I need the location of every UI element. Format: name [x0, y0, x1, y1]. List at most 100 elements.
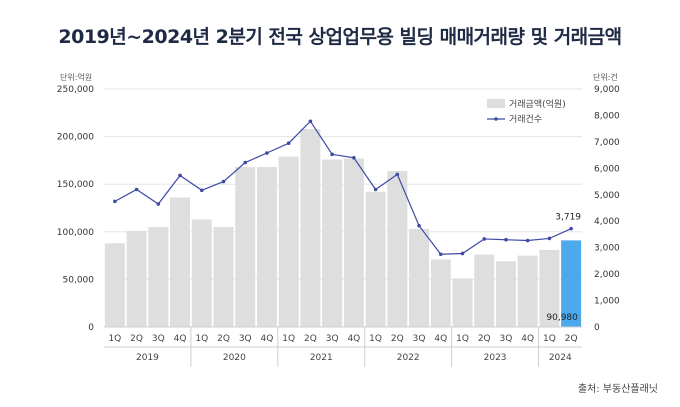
bar	[387, 170, 408, 327]
x-tick-label: 4Q	[347, 334, 360, 344]
line-point	[525, 238, 530, 243]
bar	[539, 249, 560, 327]
x-tick-label: 3Q	[326, 334, 339, 344]
line-point	[156, 202, 161, 206]
bar	[126, 230, 147, 327]
line-point	[134, 187, 139, 192]
right-tick-label: 7,000	[594, 138, 620, 148]
legend-line-marker	[494, 117, 498, 121]
right-tick-label: 6,000	[594, 164, 620, 174]
line-point	[286, 141, 291, 146]
x-tick-label: 3Q	[239, 334, 252, 344]
line-point	[569, 226, 573, 231]
bar	[213, 227, 234, 327]
bar	[430, 259, 451, 327]
line-point	[265, 151, 269, 155]
legend-line-label: 거래건수	[509, 114, 542, 125]
line-point	[221, 179, 226, 184]
bar	[517, 255, 538, 327]
legend-bar-swatch	[487, 99, 505, 108]
bar	[343, 158, 364, 327]
bar	[170, 197, 191, 327]
x-tick-label: 1Q	[195, 334, 208, 344]
left-tick-label: 200,000	[57, 133, 94, 143]
line-value-label: 3,719	[555, 213, 581, 223]
x-tick-label: 2Q	[217, 334, 230, 344]
line-point	[199, 188, 204, 193]
x-tick-label: 4Q	[261, 334, 274, 344]
x-tick-label: 4Q	[434, 334, 447, 344]
left-axis-unit: 단위:억원	[60, 73, 93, 82]
bar	[365, 191, 386, 327]
year-label: 2019	[136, 353, 159, 363]
right-tick-label: 2,000	[594, 270, 620, 280]
right-tick-label: 9,000	[594, 85, 620, 95]
bar	[300, 128, 321, 327]
x-tick-label: 1Q	[456, 334, 469, 344]
right-tick-label: 0	[594, 323, 600, 333]
line-point	[178, 173, 182, 178]
line-point	[330, 152, 334, 157]
x-tick-label: 3Q	[500, 334, 513, 344]
x-tick-label: 4Q	[174, 334, 187, 344]
bar	[452, 278, 473, 327]
left-tick-label: 0	[88, 323, 94, 333]
bar	[191, 219, 212, 327]
bar	[409, 228, 430, 327]
x-tick-label: 2Q	[130, 334, 143, 344]
right-tick-label: 1,000	[594, 297, 620, 307]
line-point	[460, 251, 465, 256]
bar	[474, 254, 495, 327]
line-point	[308, 119, 313, 124]
line-point	[352, 155, 356, 160]
chart-title: 2019년~2024년 2분기 전국 상업업무용 빌딩 매매거래량 및 거래금액	[58, 26, 622, 48]
x-tick-label: 1Q	[543, 334, 556, 344]
line-point	[482, 237, 487, 241]
x-tick-label: 2Q	[478, 334, 491, 344]
x-tick-label: 1Q	[282, 334, 295, 344]
x-tick-label: 4Q	[521, 334, 534, 344]
bar	[235, 167, 256, 327]
year-label: 2024	[549, 353, 572, 363]
right-tick-label: 8,000	[594, 111, 620, 121]
year-label: 2022	[397, 353, 420, 363]
left-tick-label: 150,000	[57, 180, 94, 190]
line-point	[395, 172, 400, 177]
line-point	[243, 160, 248, 165]
right-tick-label: 4,000	[594, 217, 620, 227]
bar	[561, 240, 582, 327]
line-point	[373, 187, 378, 192]
source-note: 출처: 부동산플래닛	[577, 384, 658, 395]
x-tick-label: 1Q	[369, 334, 382, 344]
x-tick-label: 2Q	[565, 334, 578, 344]
line-point	[547, 236, 552, 241]
year-label: 2023	[484, 353, 507, 363]
x-tick-label: 3Q	[413, 334, 426, 344]
line-point	[113, 199, 117, 204]
x-tick-label: 2Q	[304, 334, 317, 344]
bar	[495, 261, 516, 327]
left-tick-label: 50,000	[63, 275, 95, 285]
bar-value-label: 90,980	[546, 313, 578, 323]
right-tick-label: 5,000	[594, 191, 620, 201]
bar	[278, 156, 299, 327]
right-tick-label: 3,000	[594, 244, 620, 254]
bar	[256, 167, 277, 327]
line-series	[114, 120, 572, 255]
line-point	[438, 252, 443, 257]
legend-bar-label: 거래금액(억원)	[509, 98, 566, 110]
x-tick-label: 2Q	[391, 334, 404, 344]
bar	[322, 159, 343, 327]
year-label: 2020	[223, 353, 246, 363]
left-tick-label: 250,000	[57, 85, 94, 95]
line-point	[417, 223, 421, 228]
bar	[148, 227, 169, 327]
right-axis-unit: 단위:건	[593, 73, 618, 82]
x-tick-label: 3Q	[152, 334, 165, 344]
line-point	[504, 237, 508, 242]
x-tick-label: 1Q	[108, 334, 121, 344]
bar	[104, 243, 125, 327]
left-tick-label: 100,000	[57, 228, 94, 238]
year-label: 2021	[310, 353, 333, 363]
